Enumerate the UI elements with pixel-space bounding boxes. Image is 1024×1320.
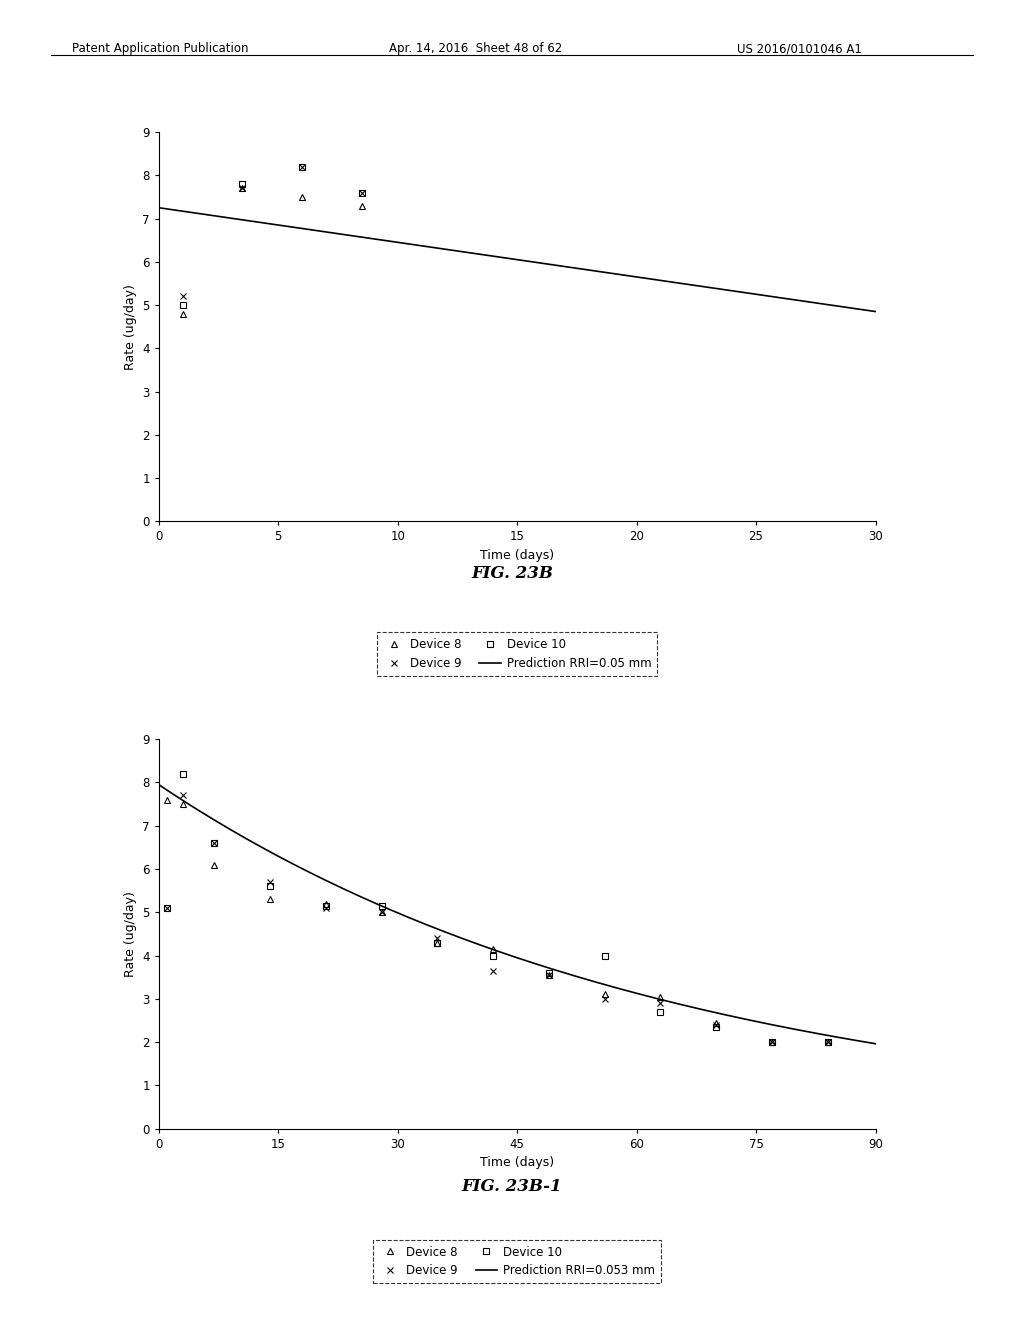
Text: FIG. 23B-1: FIG. 23B-1 <box>462 1177 562 1195</box>
Text: FIG. 23B: FIG. 23B <box>471 565 553 582</box>
Legend: Device 8, Device 9, Device 10, Prediction RRI=0.05 mm: Device 8, Device 9, Device 10, Predictio… <box>377 632 657 676</box>
Y-axis label: Rate (ug/day): Rate (ug/day) <box>124 284 136 370</box>
Legend: Device 8, Device 9, Device 10, Prediction RRI=0.053 mm: Device 8, Device 9, Device 10, Predictio… <box>374 1239 660 1283</box>
Text: Apr. 14, 2016  Sheet 48 of 62: Apr. 14, 2016 Sheet 48 of 62 <box>389 42 562 55</box>
Y-axis label: Rate (ug/day): Rate (ug/day) <box>124 891 136 977</box>
X-axis label: Time (days): Time (days) <box>480 549 554 562</box>
X-axis label: Time (days): Time (days) <box>480 1156 554 1170</box>
Text: Patent Application Publication: Patent Application Publication <box>72 42 248 55</box>
Text: US 2016/0101046 A1: US 2016/0101046 A1 <box>737 42 862 55</box>
